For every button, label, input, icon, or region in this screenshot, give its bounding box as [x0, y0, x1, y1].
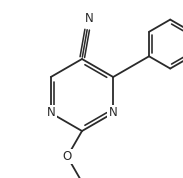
Text: O: O — [63, 150, 72, 163]
Text: N: N — [85, 12, 94, 25]
Text: N: N — [109, 106, 117, 119]
Text: N: N — [46, 106, 55, 119]
